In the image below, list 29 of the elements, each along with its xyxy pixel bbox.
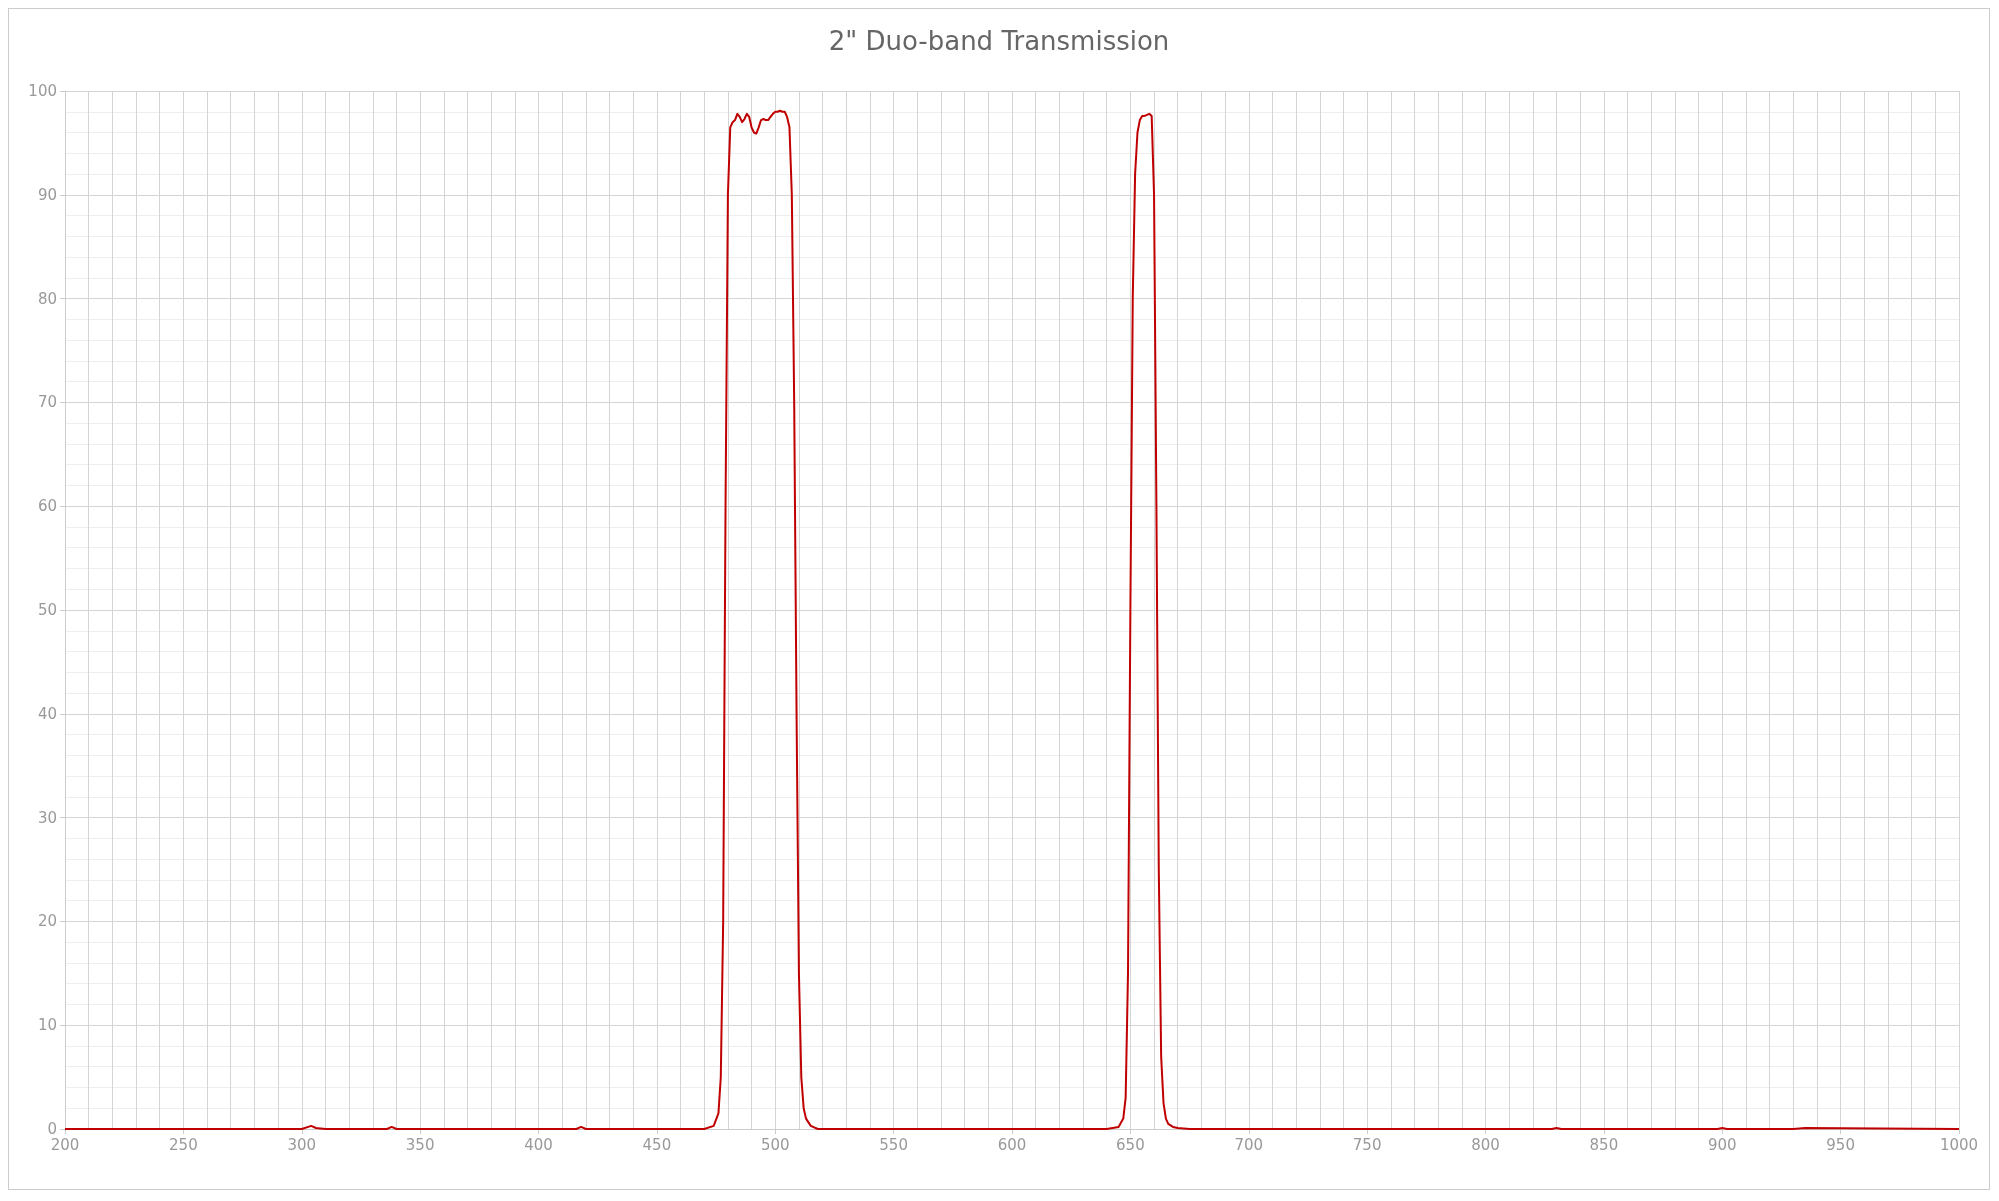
y-tick-label: 90 (37, 185, 57, 204)
x-tick-label: 450 (642, 1135, 672, 1154)
x-tick-label: 950 (1826, 1135, 1855, 1154)
x-tick-label: 1000 (1939, 1135, 1979, 1154)
x-tick-label: 600 (997, 1135, 1027, 1154)
y-tick-label: 50 (37, 601, 57, 619)
y-tick-label: 80 (37, 289, 57, 308)
y-tick-label: 20 (37, 912, 57, 931)
x-tick-label: 900 (1707, 1135, 1737, 1154)
y-tick-label: 40 (37, 704, 57, 723)
x-tick-label: 850 (1589, 1135, 1619, 1154)
y-tick-label: 30 (37, 808, 57, 827)
x-tick-label: 200 (50, 1135, 80, 1154)
x-tick-label: 550 (879, 1135, 908, 1154)
x-tick-label: 700 (1234, 1135, 1264, 1154)
x-tick-label: 650 (1116, 1135, 1145, 1154)
x-tick-label: 400 (524, 1135, 553, 1154)
y-tick-label: 10 (37, 1016, 57, 1035)
y-tick-label: 0 (47, 1120, 57, 1138)
x-tick-label: 500 (760, 1135, 790, 1154)
x-tick-label: 800 (1471, 1135, 1500, 1154)
y-tick-label: 70 (37, 393, 57, 412)
x-tick-label: 250 (169, 1135, 198, 1154)
x-tick-label: 750 (1352, 1135, 1382, 1154)
x-tick-label: 350 (405, 1135, 435, 1154)
y-tick-label: 60 (37, 497, 57, 516)
chart-title: 2" Duo-band Transmission (828, 26, 1170, 56)
x-tick-label: 300 (287, 1135, 317, 1154)
y-tick-label: 100 (28, 82, 57, 100)
